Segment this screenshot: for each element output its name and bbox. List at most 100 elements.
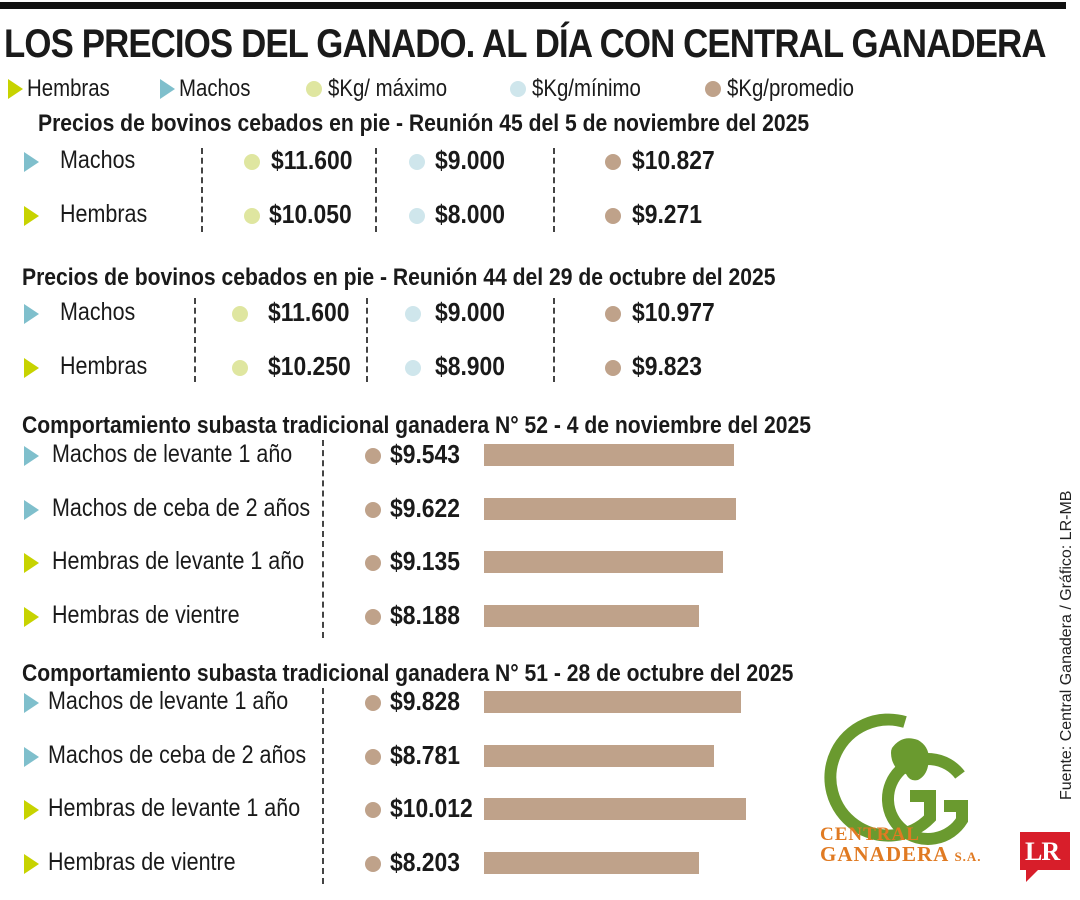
table-row: Hembras $10.050 $8.000 $9.271: [0, 196, 1000, 236]
logo-text-central: CENTRAL: [820, 824, 920, 845]
category-label: Hembras de vientre: [52, 600, 240, 629]
promedio-dot-icon: [705, 81, 721, 97]
promedio-dot-icon: [605, 208, 621, 224]
source-credit: Fuente: Central Ganadera / Gráfico: LR-M…: [1058, 490, 1075, 800]
bar: [484, 798, 746, 820]
section-title-reunion-45: Precios de bovinos cebados en pie - Reun…: [38, 110, 810, 137]
minimo-dot-icon: [409, 208, 425, 224]
promedio-dot-icon: [365, 608, 381, 625]
lr-logo-text: LR: [1025, 837, 1060, 866]
data-label: $9.135: [390, 546, 460, 576]
legend-item-maximo: $Kg/ máximo: [306, 74, 468, 104]
machos-triangle-icon: [24, 446, 39, 466]
promedio-dot-icon: [365, 695, 381, 711]
table-row: Machos $11.600 $9.000 $10.977: [0, 294, 1000, 334]
column-divider: [322, 440, 324, 638]
machos-triangle-icon: [24, 152, 39, 172]
hembras-triangle-icon: [8, 79, 23, 99]
page-title: LOS PRECIOS DEL GANADO. AL DÍA CON CENTR…: [4, 22, 1046, 66]
table-row: Machos $11.600 $9.000 $10.827: [0, 142, 1000, 182]
maximo-dot-icon: [232, 360, 248, 376]
hembras-triangle-icon: [24, 853, 39, 874]
min-value: $9.000: [435, 145, 505, 175]
column-divider: [553, 298, 555, 382]
data-label: $9.543: [390, 439, 460, 469]
column-divider: [375, 148, 377, 232]
row-label: Machos: [60, 146, 136, 174]
promedio-dot-icon: [365, 555, 381, 571]
promedio-dot-icon: [365, 501, 381, 518]
top-rule: [0, 2, 1066, 9]
category-label: Machos de levante 1 año: [48, 687, 289, 715]
legend-label-maximo: $Kg/ máximo: [328, 75, 448, 102]
column-divider: [553, 148, 555, 232]
machos-triangle-icon: [24, 693, 39, 713]
maximo-dot-icon: [244, 154, 260, 170]
machos-triangle-icon: [160, 79, 175, 99]
lr-logo: LR: [1020, 832, 1070, 870]
logo-letter-g: [881, 752, 968, 845]
minimo-dot-icon: [405, 360, 421, 376]
avg-value: $9.823: [632, 351, 702, 381]
bar-row: Hembras de vientre $8.188: [0, 597, 1000, 637]
min-value: $9.000: [435, 297, 505, 327]
min-value: $8.900: [435, 351, 505, 381]
section-title-subasta-51: Comportamiento subasta tradicional ganad…: [22, 660, 794, 687]
bar-row: Machos de levante 1 año $9.828: [0, 683, 1000, 723]
lr-logo-tail: [1026, 870, 1038, 882]
legend-item-hembras: Hembras: [8, 74, 124, 104]
avg-value: $9.271: [632, 199, 702, 229]
bar: [484, 497, 736, 520]
bar: [484, 551, 723, 573]
machos-triangle-icon: [24, 499, 39, 520]
avg-value: $10.977: [632, 297, 715, 327]
bar: [484, 744, 714, 767]
max-value: $10.250: [268, 351, 351, 381]
max-value: $11.600: [268, 297, 350, 327]
bar-row: Hembras de levante 1 año $10.012: [0, 790, 1000, 830]
promedio-dot-icon: [605, 306, 621, 322]
data-label: $9.622: [390, 492, 460, 523]
section-title-reunion-44: Precios de bovinos cebados en pie - Reun…: [22, 264, 776, 291]
maximo-dot-icon: [244, 208, 260, 224]
hembras-triangle-icon: [24, 606, 39, 627]
data-label: $8.188: [390, 599, 460, 630]
row-label: Hembras: [60, 200, 148, 228]
bar: [484, 851, 699, 874]
logo-text-suffix: S.A.: [954, 849, 982, 864]
data-label: $8.203: [390, 846, 460, 877]
logo-text-ganadera-name: GANADERA: [820, 842, 949, 866]
bull-head-icon: [891, 738, 929, 781]
category-label: Hembras de levante 1 año: [52, 547, 305, 575]
legend-label-machos: Machos: [179, 75, 251, 102]
bar-row: Machos de levante 1 año $9.543: [0, 436, 1000, 476]
minimo-dot-icon: [405, 306, 421, 322]
avg-value: $10.827: [632, 145, 715, 175]
max-value: $10.050: [269, 199, 352, 229]
section-title-subasta-52: Comportamiento subasta tradicional ganad…: [22, 412, 811, 439]
bar: [484, 691, 741, 713]
row-label: Hembras: [60, 352, 148, 380]
maximo-dot-icon: [306, 81, 322, 97]
hembras-triangle-icon: [24, 553, 39, 573]
column-divider: [366, 298, 368, 382]
bar-row: Hembras de levante 1 año $9.135: [0, 543, 1000, 583]
legend-item-machos: Machos: [160, 74, 263, 104]
table-row: Hembras $10.250 $8.900 $9.823: [0, 348, 1000, 388]
bar-row: Machos de ceba de 2 años $9.622: [0, 490, 1000, 530]
machos-triangle-icon: [24, 746, 39, 767]
promedio-dot-icon: [365, 855, 381, 872]
legend-item-promedio: $Kg/promedio: [705, 74, 876, 104]
min-value: $8.000: [435, 199, 505, 229]
promedio-dot-icon: [605, 154, 621, 170]
hembras-triangle-icon: [24, 800, 39, 820]
bar-row: Machos de ceba de 2 años $8.781: [0, 737, 1000, 777]
category-label: Machos de ceba de 2 años: [52, 493, 311, 522]
legend-label-promedio: $Kg/promedio: [727, 75, 855, 102]
column-divider: [322, 688, 324, 884]
bar-row: Hembras de vientre $8.203: [0, 844, 1000, 884]
logo-text-ganadera: GANADERA S.A.: [820, 842, 982, 867]
column-divider: [194, 298, 196, 382]
promedio-dot-icon: [365, 448, 381, 464]
bar: [484, 444, 734, 466]
